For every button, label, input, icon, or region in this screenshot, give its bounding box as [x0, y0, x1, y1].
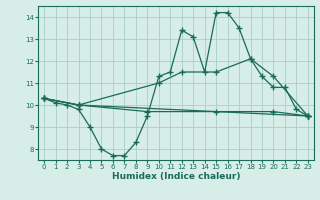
- X-axis label: Humidex (Indice chaleur): Humidex (Indice chaleur): [112, 172, 240, 181]
